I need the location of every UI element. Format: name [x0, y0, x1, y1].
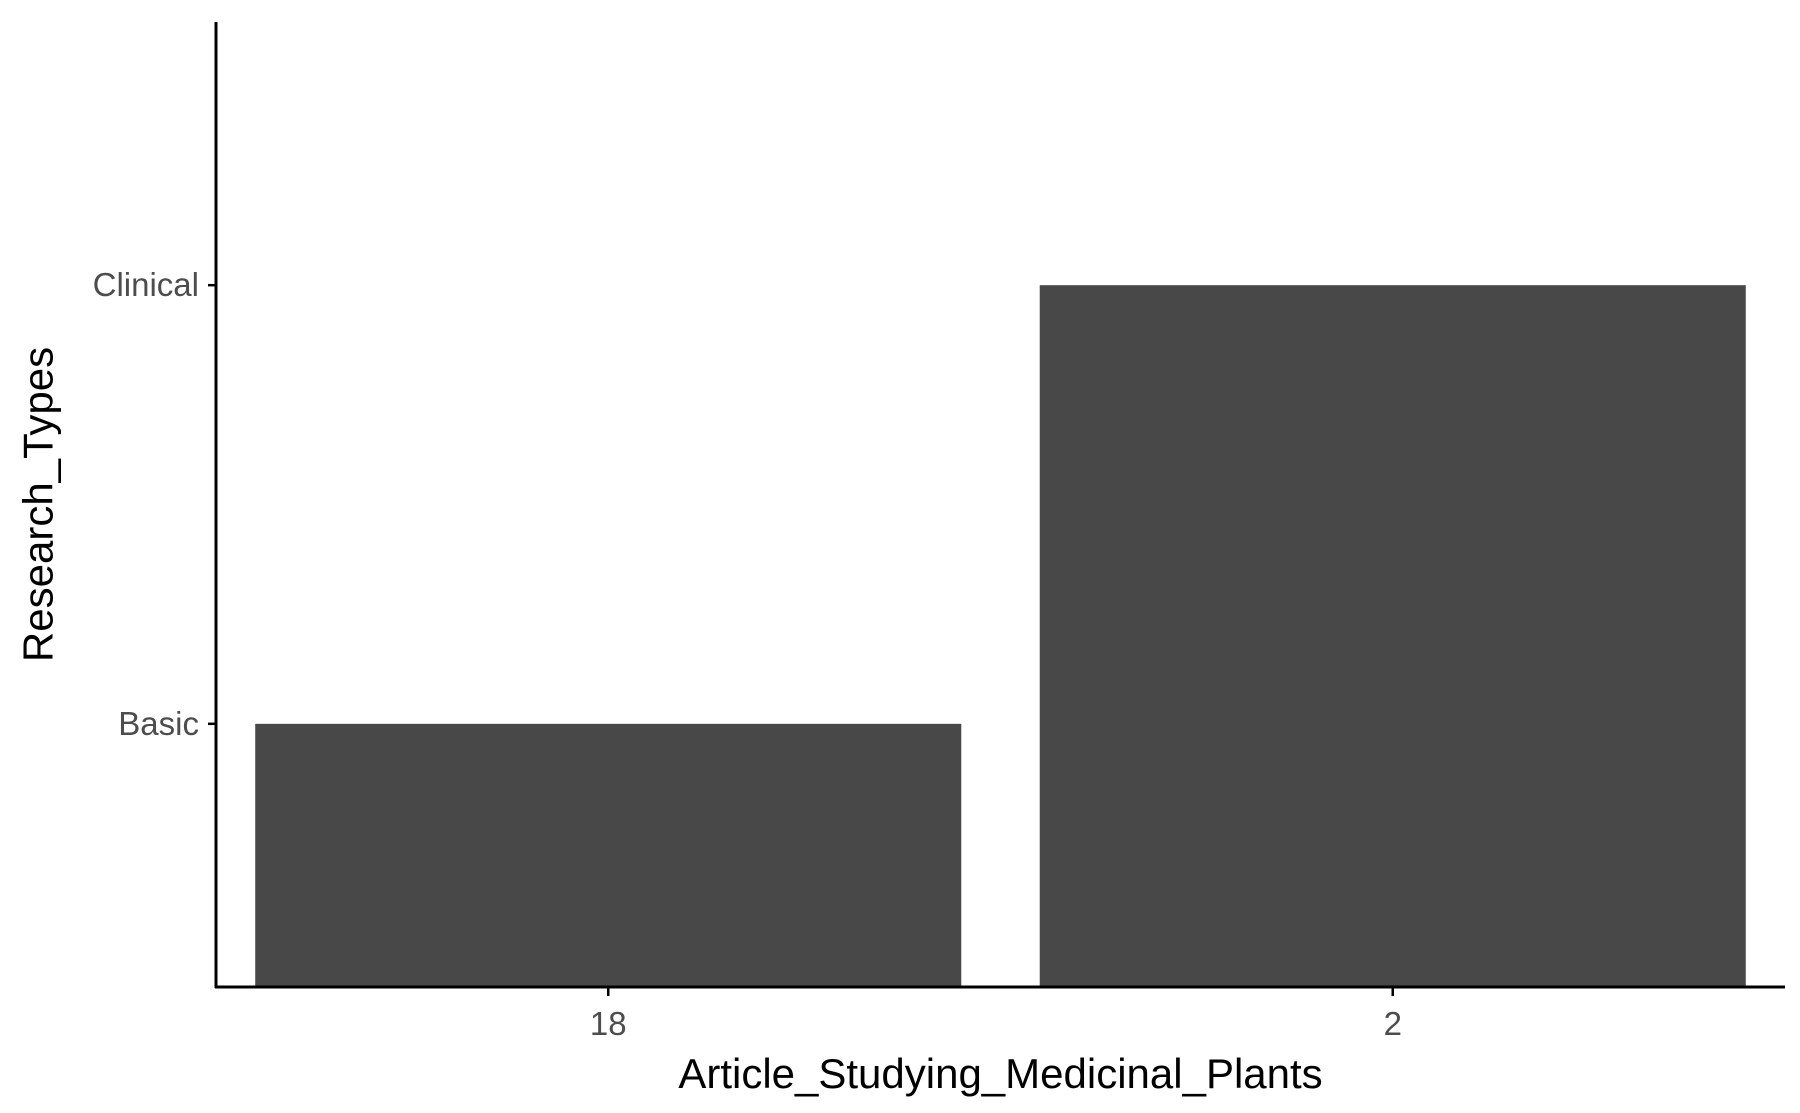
y-axis-title: Research_Types	[15, 347, 62, 662]
x-axis-title: Article_Studying_Medicinal_Plants	[678, 1050, 1322, 1097]
x-tick-label: 18	[590, 1005, 627, 1042]
y-axis-ticks: Basic Clinical	[93, 266, 216, 742]
x-axis-ticks: 18 2	[590, 987, 1402, 1042]
bar-18	[255, 723, 962, 987]
bar-2	[1039, 285, 1746, 987]
y-tick-label: Basic	[118, 705, 199, 742]
y-tick-label: Clinical	[93, 266, 199, 303]
x-tick-label: 2	[1384, 1005, 1402, 1042]
bars-group	[255, 285, 1746, 987]
